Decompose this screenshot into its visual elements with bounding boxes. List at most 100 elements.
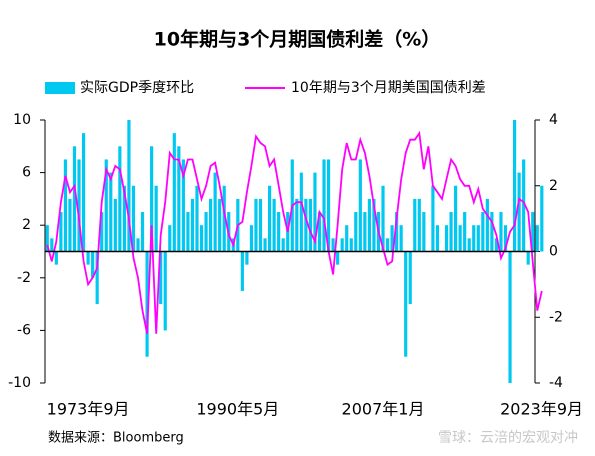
bar: [109, 172, 113, 252]
bar: [104, 159, 108, 252]
bar: [326, 159, 331, 252]
x-tick-label: 2007年1月: [342, 400, 425, 419]
bar: [385, 238, 390, 252]
bar: [449, 212, 453, 252]
bar: [472, 225, 476, 252]
y-tick-label: 2: [22, 217, 31, 233]
bar: [240, 251, 244, 291]
bar: [435, 225, 440, 252]
bar: [172, 133, 176, 252]
source: 数据来源：Bloomberg: [48, 431, 184, 446]
bar: [308, 198, 313, 252]
bar: [86, 251, 90, 265]
bar: [336, 251, 340, 265]
bar: [277, 212, 281, 252]
bar: [404, 251, 408, 357]
bar: [295, 198, 299, 252]
bar: [299, 172, 303, 252]
bar: [494, 238, 499, 252]
bar: [59, 212, 63, 252]
bar: [204, 212, 208, 252]
bar: [213, 172, 217, 252]
legend-swatch: [45, 82, 75, 94]
y-tick-label: 10: [13, 112, 31, 128]
bar: [476, 225, 480, 252]
bar: [159, 251, 163, 305]
bar: [50, 238, 54, 252]
chart-title: 10年期与3个月期国债利差（%）: [154, 28, 441, 51]
bar: [349, 238, 353, 252]
bar: [431, 185, 435, 252]
bar: [331, 238, 335, 252]
bar: [222, 185, 226, 252]
bar: [209, 198, 213, 252]
bar: [122, 185, 126, 252]
y2-tick-label: -4: [549, 375, 563, 391]
bar: [454, 185, 458, 252]
bar: [354, 212, 358, 252]
bar: [458, 225, 462, 252]
bar: [118, 146, 122, 252]
bar: [218, 198, 222, 252]
bar: [177, 146, 181, 252]
bar: [503, 225, 508, 252]
bar: [127, 120, 131, 252]
bar: [395, 212, 399, 252]
bar: [272, 198, 276, 252]
bar: [154, 185, 158, 252]
bar: [168, 225, 172, 252]
y-tick-label: -10: [8, 375, 31, 391]
bar: [526, 251, 530, 265]
bar: [372, 198, 376, 252]
y-tick-label: -2: [17, 270, 31, 286]
bar: [467, 238, 471, 252]
y-tick-label: -6: [17, 322, 31, 338]
bar: [131, 185, 136, 252]
bar: [145, 251, 149, 357]
bar: [72, 146, 77, 252]
bar: [363, 212, 367, 252]
y2-tick-label: 2: [549, 178, 558, 194]
bar: [481, 212, 485, 252]
bar: [313, 172, 317, 252]
bar: [531, 212, 535, 252]
y2-tick-label: 0: [549, 244, 558, 260]
y2-tick-label: -2: [549, 309, 563, 325]
bar: [281, 238, 285, 252]
x-tick-label: 1990年5月: [196, 400, 279, 419]
bar: [258, 198, 263, 252]
bar: [68, 198, 72, 252]
bar: [444, 225, 449, 252]
bar: [517, 172, 521, 252]
line: [46, 130, 543, 334]
bar: [522, 159, 526, 252]
bar: [113, 198, 117, 252]
bar: [417, 198, 421, 252]
bar: [63, 159, 68, 252]
bar: [340, 238, 344, 252]
bar: [267, 185, 272, 252]
bar: [512, 120, 517, 252]
bar: [186, 212, 190, 252]
bar: [136, 238, 140, 252]
bar: [140, 212, 145, 252]
bar: [535, 225, 539, 252]
bar: [499, 212, 503, 252]
bar: [345, 225, 349, 252]
bar: [485, 198, 489, 252]
bar: [263, 238, 267, 252]
bar: [81, 133, 86, 252]
bar: [322, 159, 326, 252]
bar: [381, 185, 385, 252]
bar: [54, 251, 58, 265]
bar: [150, 146, 154, 252]
bar: [163, 251, 167, 331]
bar: [45, 225, 49, 252]
bar: [413, 198, 417, 252]
bar: [195, 185, 199, 252]
x-tick-label: 1973年9月: [47, 400, 130, 419]
bar: [367, 198, 371, 252]
watermark: 雪球：云涪的宏观对冲: [438, 430, 578, 446]
bar: [422, 212, 426, 252]
